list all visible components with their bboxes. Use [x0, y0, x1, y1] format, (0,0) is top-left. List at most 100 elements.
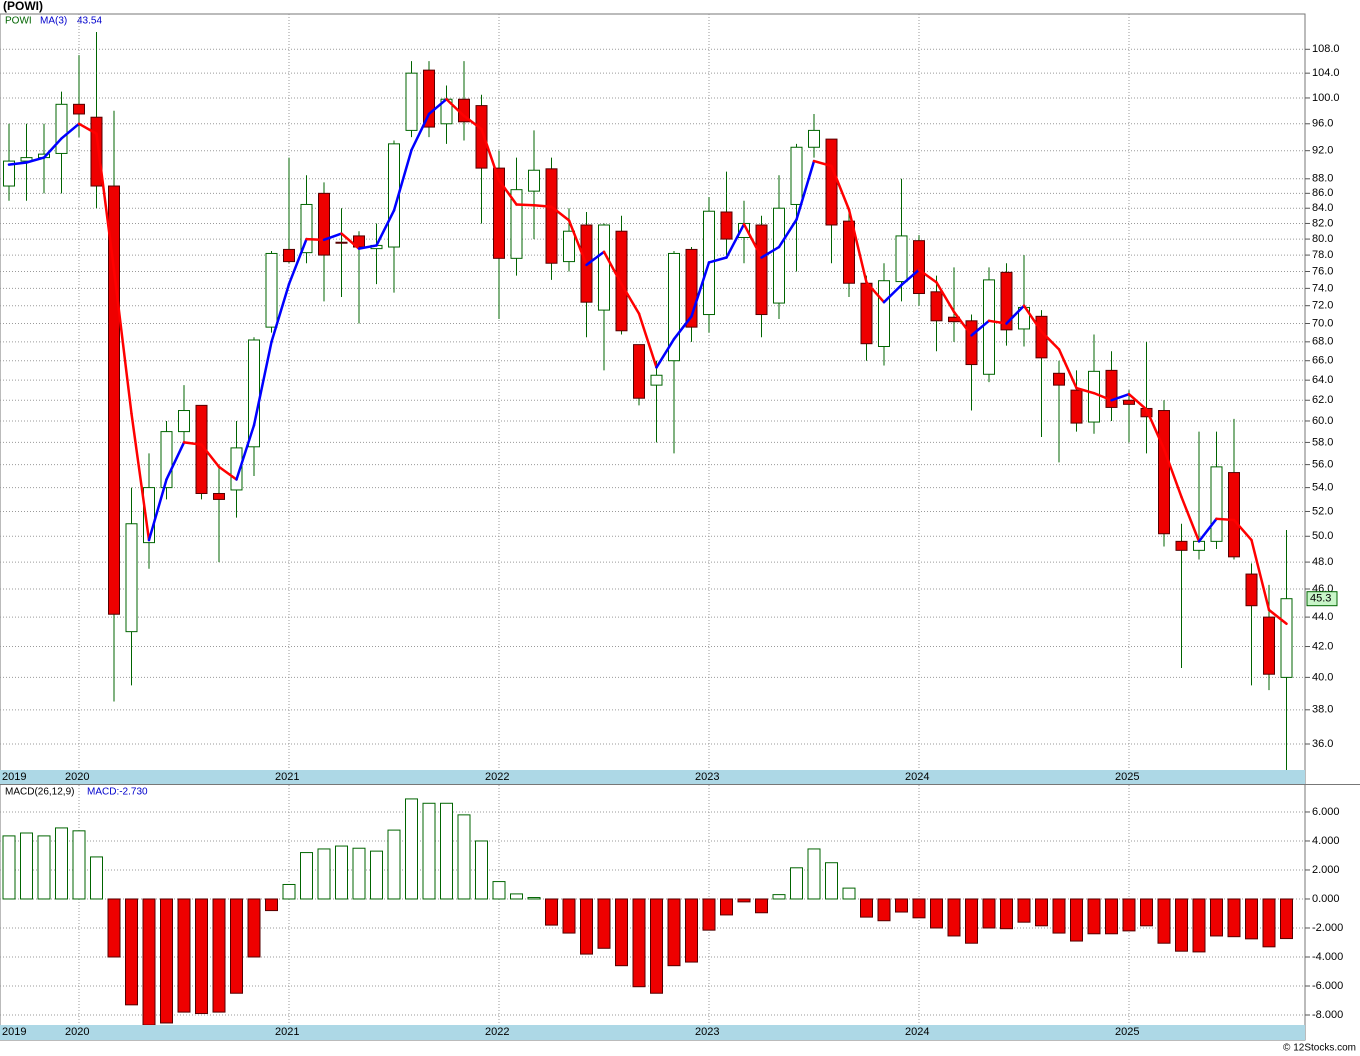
y-tick-label: 6.000: [1312, 806, 1340, 818]
macd-bar: [720, 898, 733, 916]
ma-segment: [795, 159, 816, 221]
y-tick-label: 60.0: [1312, 415, 1333, 427]
candle-body: [90, 116, 103, 187]
macd-bar: [370, 850, 383, 900]
macd-bar: [947, 898, 961, 937]
macd-bar: [1157, 898, 1171, 944]
macd-bar: [702, 898, 716, 931]
y-tick-label: 78.0: [1312, 249, 1333, 261]
macd-bar: [545, 898, 558, 926]
candle-body: [300, 203, 313, 254]
macd-bar: [772, 894, 786, 900]
macd-bar: [982, 898, 996, 929]
ma-segment: [865, 281, 886, 304]
ma-segment: [375, 209, 396, 247]
x-tick-label: 2025: [1115, 1026, 1139, 1038]
ma-segment: [25, 156, 46, 164]
candle-body: [1088, 370, 1100, 423]
candle-body: [405, 72, 418, 131]
candle-body: [318, 192, 330, 256]
candle-body: [1263, 616, 1275, 675]
ma-segment: [1040, 330, 1061, 351]
macd-plot: [0, 785, 1305, 1025]
x-tick-label: 2019: [2, 1026, 26, 1038]
ma-segment: [497, 178, 518, 206]
legend-entry: MACD(26,12,9): [5, 787, 74, 798]
candle-body: [1228, 472, 1240, 558]
ma-segment: [1162, 447, 1183, 499]
ma-segment: [1180, 495, 1201, 543]
ma-segment: [917, 268, 938, 284]
y-tick-label: 92.0: [1312, 145, 1333, 157]
candle-body: [563, 230, 575, 263]
candle-body: [1210, 466, 1223, 542]
candle-body: [790, 146, 803, 205]
ma-segment: [287, 237, 308, 286]
ma-segment: [357, 244, 378, 250]
ma-segment: [900, 268, 921, 287]
macd-bar: [107, 898, 121, 958]
axes: 36.038.040.042.044.046.048.050.052.054.0…: [2, 43, 1343, 1038]
candle-body: [1193, 540, 1205, 551]
ma-segment: [462, 114, 483, 131]
ma-segment: [445, 97, 466, 118]
x-tick-label: 2022: [485, 1026, 509, 1038]
ma-segment: [585, 250, 606, 267]
y-tick-label: 68.0: [1312, 336, 1333, 348]
macd-bar: [1245, 898, 1258, 940]
macd-bar: [650, 898, 663, 994]
ma-segment: [777, 218, 798, 249]
ma-segment: [112, 268, 133, 415]
macd-bar: [842, 887, 856, 900]
candle-body: [1280, 598, 1293, 678]
legend-entry: MA(3): [40, 16, 67, 27]
ma-segment: [812, 159, 833, 168]
ma-segment: [1215, 517, 1236, 522]
y-tick-label: 58.0: [1312, 436, 1333, 448]
ma-segment: [410, 112, 431, 152]
candle-body: [55, 103, 68, 154]
candle-body: [1105, 369, 1118, 408]
ma-segment: [1110, 392, 1131, 402]
macd-bar: [440, 802, 453, 900]
y-tick-label: 86.0: [1312, 187, 1333, 199]
candle-body: [143, 487, 155, 544]
macd-bar: [247, 898, 261, 958]
y-tick-label: 44.0: [1312, 611, 1333, 623]
macd-bar: [510, 893, 523, 900]
x-tick-label: 2021: [275, 771, 299, 783]
x-tick-label: 2023: [695, 1026, 719, 1038]
y-tick-label: 82.0: [1312, 217, 1333, 229]
ma-segment: [1267, 608, 1288, 626]
candle-body: [283, 248, 295, 263]
macd-bar: [1070, 898, 1083, 942]
ma-segment: [480, 127, 501, 182]
macd-bar: [1122, 898, 1136, 932]
y-tick-label: 0.000: [1312, 893, 1340, 905]
ma-segment: [725, 222, 746, 259]
ma-segment: [165, 441, 186, 481]
candle-body: [913, 240, 925, 295]
y-tick-label: 74.0: [1312, 282, 1333, 294]
ma-segment: [1092, 391, 1113, 402]
macd-bar: [790, 867, 803, 900]
candle-body: [475, 105, 488, 169]
y-tick-label: 96.0: [1312, 118, 1333, 130]
macd-bar: [1000, 898, 1013, 930]
ma-segment: [952, 310, 973, 337]
candle-body: [843, 220, 855, 284]
ma-segment: [270, 282, 291, 344]
macd-bar: [317, 848, 331, 900]
macd-bar: [37, 835, 51, 900]
ma-segment: [130, 412, 151, 542]
y-tick-label: 72.0: [1312, 300, 1333, 312]
x-tick-label: 2022: [485, 771, 509, 783]
x-tick-label: 2024: [905, 771, 929, 783]
last-price-box: [1306, 591, 1338, 607]
candle-body: [1000, 271, 1013, 331]
y-tick-label: 84.0: [1312, 202, 1333, 214]
macd-bar: [230, 898, 243, 994]
y-tick-label: 4.000: [1312, 835, 1340, 847]
candle-body: [265, 252, 278, 328]
macd-bar: [527, 897, 541, 900]
